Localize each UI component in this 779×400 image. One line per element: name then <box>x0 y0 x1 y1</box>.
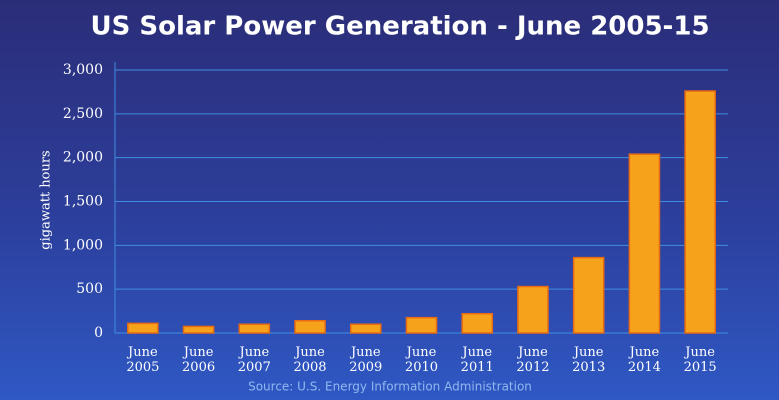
bar <box>238 323 271 334</box>
bar <box>349 323 382 334</box>
bar <box>182 325 215 334</box>
bar <box>461 312 494 334</box>
y-tick-label: 2,000 <box>63 150 103 166</box>
x-tick-label: June 2006 <box>182 345 216 375</box>
y-tick-label: 3,000 <box>63 62 103 78</box>
x-tick-label: June 2014 <box>627 345 661 375</box>
y-tick-label: 2,500 <box>63 106 103 122</box>
x-tick-label: June 2009 <box>349 345 383 375</box>
chart-title: US Solar Power Generation - June 2005-15 <box>90 12 709 42</box>
x-tick-label: June 2012 <box>516 345 550 375</box>
y-tick-label: 0 <box>94 325 103 341</box>
bar <box>127 322 159 334</box>
y-axis-label: gigawatt hours <box>39 150 54 249</box>
bar <box>628 153 661 334</box>
x-tick-label: June 2008 <box>293 345 327 375</box>
bar <box>684 90 716 334</box>
x-tick-label: June 2007 <box>237 345 271 375</box>
bar <box>405 316 438 334</box>
bar <box>572 256 605 334</box>
x-tick-label: June 2010 <box>404 345 439 375</box>
source: Source: U.S. Energy Information Administ… <box>248 380 532 394</box>
x-tick-label: June 2015 <box>683 345 717 375</box>
bar <box>294 319 326 334</box>
x-tick-label: June 2013 <box>572 345 606 375</box>
y-tick-label: 500 <box>76 281 103 297</box>
x-tick-label: June 2005 <box>126 345 160 375</box>
bar <box>517 285 549 334</box>
y-tick-label: 1,500 <box>63 194 103 210</box>
x-tick-label: June 2011 <box>460 345 494 375</box>
y-tick-label: 1,000 <box>63 237 103 253</box>
